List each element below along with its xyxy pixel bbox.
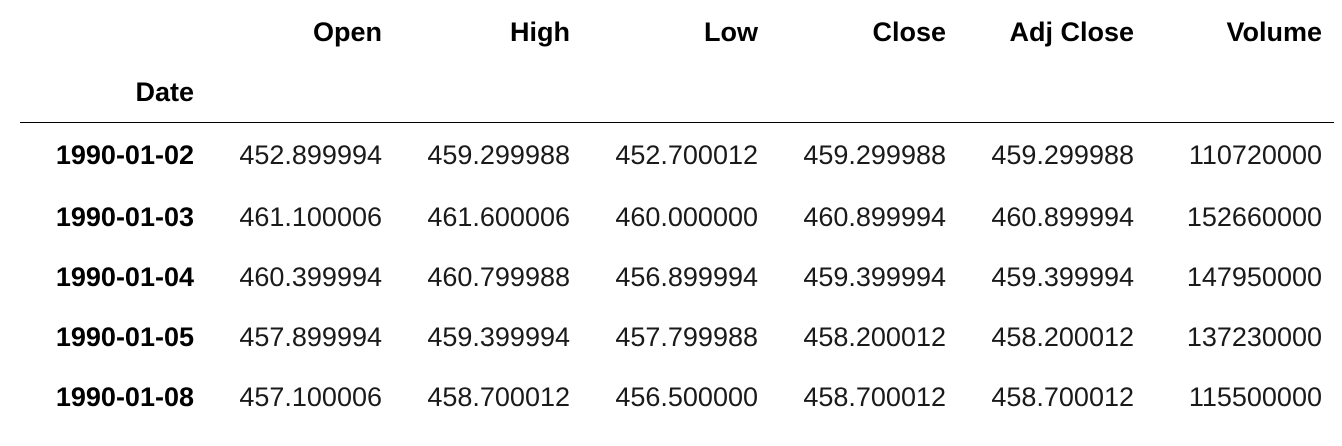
column-header-close: Close: [872, 16, 946, 47]
dataframe-table: Open High Low Close Adj Close Volume Dat…: [20, 2, 1334, 427]
cell-adj-close: 458.200012: [991, 321, 1134, 352]
cell-close: 459.299988: [803, 139, 946, 170]
cell-high: 459.299988: [427, 139, 570, 170]
cell-high: 459.399994: [427, 321, 570, 352]
cell-high: 460.799988: [427, 261, 570, 292]
index-header-filler: [582, 62, 770, 123]
cell-low: 456.899994: [615, 261, 758, 292]
index-header-filler: [958, 62, 1146, 123]
row-index-date: 1990-01-04: [55, 261, 194, 292]
index-header-row: Date: [20, 62, 1334, 123]
row-index-date: 1990-01-02: [55, 139, 194, 170]
table-row: 1990-01-02 452.899994 459.299988 452.700…: [20, 123, 1334, 188]
cell-high: 461.600006: [427, 201, 570, 232]
cell-close: 458.200012: [803, 321, 946, 352]
cell-volume: 147950000: [1186, 261, 1322, 292]
cell-adj-close: 459.299988: [991, 139, 1134, 170]
cell-low: 456.500000: [615, 381, 758, 412]
cell-open: 452.899994: [239, 139, 382, 170]
table-header: Open High Low Close Adj Close Volume Dat…: [20, 2, 1334, 123]
index-name-date: Date: [20, 62, 206, 123]
index-header-filler: [394, 62, 582, 123]
table-body: 1990-01-02 452.899994 459.299988 452.700…: [20, 123, 1334, 428]
row-index-date: 1990-01-05: [55, 321, 194, 352]
cell-open: 457.100006: [239, 381, 382, 412]
column-header-adj-close: Adj Close: [1009, 16, 1134, 47]
table-row: 1990-01-04 460.399994 460.799988 456.899…: [20, 247, 1334, 307]
row-index-date: 1990-01-08: [55, 381, 194, 412]
cell-low: 460.000000: [615, 201, 758, 232]
index-header-filler: [1146, 62, 1334, 123]
cell-adj-close: 458.700012: [991, 381, 1134, 412]
table-row: 1990-01-08 457.100006 458.700012 456.500…: [20, 367, 1334, 427]
cell-open: 457.899994: [239, 321, 382, 352]
cell-volume: 110720000: [1188, 139, 1322, 170]
column-header-open: Open: [312, 16, 382, 47]
table-row: 1990-01-03 461.100006 461.600006 460.000…: [20, 187, 1334, 247]
cell-volume: 137230000: [1186, 321, 1322, 352]
cell-high: 458.700012: [427, 381, 570, 412]
cell-open: 461.100006: [239, 201, 382, 232]
cell-open: 460.399994: [239, 261, 382, 292]
column-header-high: High: [510, 16, 570, 47]
column-header-low: Low: [704, 16, 758, 47]
column-header-volume: Volume: [1226, 16, 1322, 47]
cell-close: 459.399994: [803, 261, 946, 292]
cell-low: 452.700012: [615, 139, 758, 170]
cell-volume: 115500000: [1188, 381, 1322, 412]
row-index-date: 1990-01-03: [55, 201, 194, 232]
column-header-blank: [20, 2, 206, 62]
cell-volume: 152660000: [1186, 201, 1322, 232]
table-row: 1990-01-05 457.899994 459.399994 457.799…: [20, 307, 1334, 367]
cell-low: 457.799988: [615, 321, 758, 352]
cell-close: 458.700012: [803, 381, 946, 412]
cell-close: 460.899994: [803, 201, 946, 232]
cell-adj-close: 459.399994: [991, 261, 1134, 292]
index-header-filler: [206, 62, 394, 123]
index-header-filler: [770, 62, 958, 123]
cell-adj-close: 460.899994: [991, 201, 1134, 232]
column-header-row: Open High Low Close Adj Close Volume: [20, 2, 1334, 62]
